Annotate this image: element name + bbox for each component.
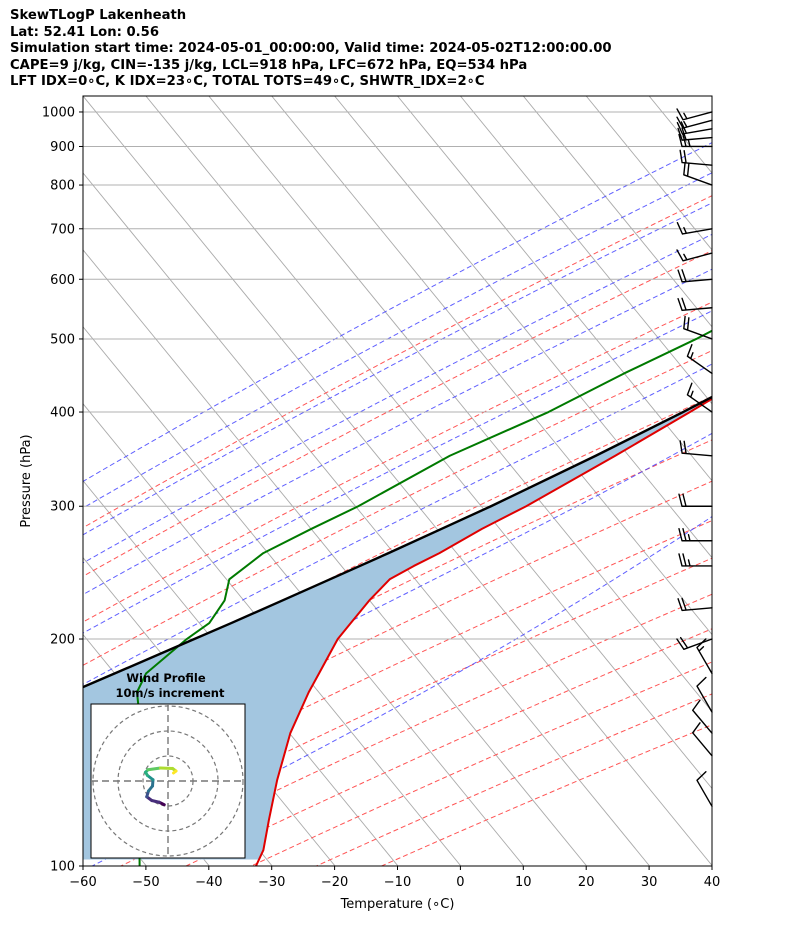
hodograph-trace-segment: [172, 769, 178, 775]
wind-barb: [676, 221, 713, 235]
y-tick-label: 200: [50, 633, 75, 648]
cape-line: CAPE=9 j/kg, CIN=-135 j/kg, LCL=918 hPa,…: [10, 57, 528, 73]
y-axis-label: Pressure (hPa): [19, 434, 34, 527]
x-tick-label: 20: [578, 875, 595, 890]
x-tick-label: −10: [384, 875, 411, 890]
wind-barb: [683, 161, 713, 186]
wind-barb: [678, 493, 713, 507]
dry-adiabat-line: [83, 520, 712, 819]
title-line: SkewTLogP Lakenheath: [10, 8, 187, 23]
isotherm-line: [83, 249, 588, 866]
x-axis-label: Temperature (∘C): [340, 897, 455, 912]
wind-barb: [678, 553, 713, 567]
moist-adiabat-line: [83, 268, 712, 596]
x-tick-label: 30: [641, 875, 658, 890]
x-tick-label: −60: [69, 875, 96, 890]
x-tick-label: 10: [515, 875, 532, 890]
wind-barb: [676, 121, 713, 135]
wind-barb: [676, 249, 713, 262]
moist-adiabat-line: [92, 516, 712, 866]
y-tick-label: 600: [50, 273, 75, 288]
wind-barb: [677, 597, 713, 612]
isotherm-line: [83, 172, 650, 866]
mixing-ratio-line: [733, 96, 794, 279]
isotherm-line: [397, 96, 712, 482]
dry-adiabat-line: [251, 661, 712, 866]
wind-barb: [686, 382, 713, 413]
moist-adiabat-line: [83, 363, 712, 685]
wind-barb: [692, 699, 713, 734]
wind-barb: [676, 116, 713, 129]
wind-barb: [676, 108, 713, 121]
time-line: Simulation start time: 2024-05-01_00:00:…: [10, 41, 612, 57]
dry-adiabat-line: [381, 724, 712, 866]
indices-line: LFT IDX=0∘C, K IDX=23∘C, TOTAL TOTS=49∘C…: [10, 74, 485, 90]
y-tick-label: 300: [50, 500, 75, 515]
x-tick-label: −30: [258, 875, 285, 890]
hodograph-trace-segment: [146, 766, 162, 772]
hodograph-subtitle: 10m/s increment: [116, 686, 225, 700]
isotherm-line: [208, 96, 712, 713]
moist-adiabat-line: [83, 233, 712, 564]
temperature-profile-line: [255, 397, 712, 866]
isotherm-line: [460, 96, 712, 405]
x-tick-label: 0: [456, 875, 464, 890]
wind-barb: [679, 149, 713, 166]
x-tick-label: −20: [321, 875, 348, 890]
wind-barb: [678, 528, 713, 542]
isotherm-line: [334, 96, 712, 559]
isotherm-line: [83, 864, 84, 866]
isotherm-line: [271, 96, 712, 636]
isotherm-line: [585, 96, 712, 251]
dry-adiabat-line: [83, 301, 712, 623]
moist-adiabat-line: [83, 172, 712, 509]
wind-barb: [676, 636, 713, 650]
x-tick-label: −50: [132, 875, 159, 890]
wind-barb: [692, 722, 713, 757]
wind-barb: [696, 638, 713, 675]
isotherm-line: [711, 96, 712, 97]
title-block: SkewTLogP Lakenheath Lat: 52.41 Lon: 0.5…: [10, 8, 612, 91]
y-tick-label: 100: [50, 860, 75, 875]
y-tick-label: 800: [50, 179, 75, 194]
x-tick-label: −40: [195, 875, 222, 890]
y-tick-label: 1000: [42, 105, 75, 120]
wind-barb: [683, 315, 713, 340]
y-tick-label: 400: [50, 406, 75, 421]
y-tick-label: 500: [50, 332, 75, 347]
dry-adiabat-line: [83, 195, 712, 529]
wind-barb: [696, 676, 713, 713]
isotherm-line: [83, 326, 525, 866]
location-line: Lat: 52.41 Lon: 0.56: [10, 24, 160, 40]
isotherm-line: [648, 96, 712, 174]
wind-barb: [696, 771, 713, 807]
x-tick-label: 40: [704, 875, 721, 890]
dry-adiabat-line: [83, 350, 712, 666]
y-tick-label: 700: [50, 222, 75, 237]
wind-barb: [677, 127, 713, 141]
wind-barb: [679, 440, 713, 457]
wind-barb: [678, 133, 713, 148]
moist-adiabat-line: [83, 142, 712, 483]
wind-barb: [677, 269, 713, 283]
wind-barb: [677, 297, 713, 312]
isotherm-line: [145, 96, 712, 790]
isotherm-line: [83, 403, 462, 866]
y-tick-label: 900: [50, 140, 75, 155]
hodograph-trace-segment: [159, 766, 174, 770]
wind-barb: [686, 344, 713, 375]
hodograph-title: Wind Profile: [126, 671, 206, 685]
isotherm-line: [522, 96, 712, 328]
parcel-profile-line: [83, 395, 712, 689]
dewpoint-profile-line: [135, 329, 712, 866]
